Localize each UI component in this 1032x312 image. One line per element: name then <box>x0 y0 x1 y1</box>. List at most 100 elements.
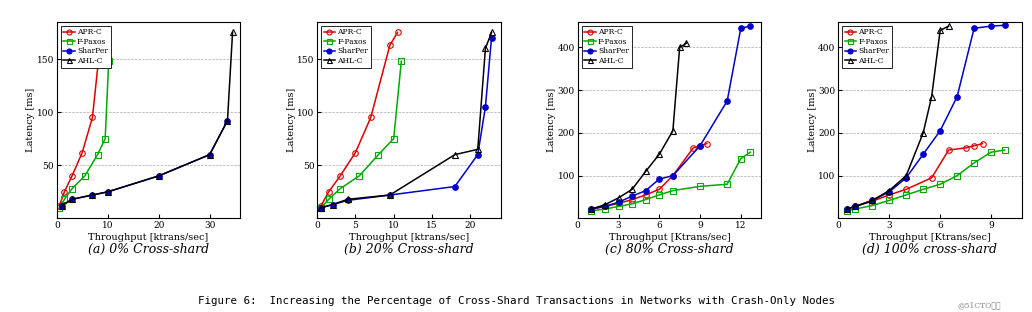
Text: (a) 0% Cross-shard: (a) 0% Cross-shard <box>88 243 209 256</box>
F-Paxos <box>585 209 598 212</box>
F-Paxos <box>92 153 104 157</box>
F-Paxos <box>744 150 756 154</box>
F-Paxos <box>694 184 706 188</box>
AHL-C <box>472 148 484 151</box>
X-axis label: Throughput [ktrans/sec]: Throughput [ktrans/sec] <box>349 233 470 242</box>
SharPer <box>866 198 878 202</box>
APR-C <box>58 190 70 194</box>
APR-C <box>76 151 89 154</box>
SharPer <box>900 176 912 180</box>
AHL-C <box>87 193 99 197</box>
SharPer <box>449 185 461 188</box>
APR-C <box>942 148 955 152</box>
F-Paxos <box>900 193 912 197</box>
AHL-C <box>866 198 878 202</box>
Line: SharPer: SharPer <box>588 23 753 212</box>
APR-C <box>384 43 396 47</box>
AHL-C <box>153 174 165 178</box>
APR-C <box>653 188 666 191</box>
F-Paxos <box>653 193 666 197</box>
Line: APR-C: APR-C <box>57 30 107 208</box>
AHL-C <box>56 204 68 207</box>
Line: APR-C: APR-C <box>844 141 986 212</box>
X-axis label: Throughput [ktrans/sec]: Throughput [ktrans/sec] <box>89 233 208 242</box>
APR-C <box>364 115 377 119</box>
APR-C <box>968 144 980 148</box>
Line: SharPer: SharPer <box>318 35 494 211</box>
F-Paxos <box>78 174 91 178</box>
F-Paxos <box>373 153 385 157</box>
SharPer <box>694 144 706 148</box>
F-Paxos <box>53 206 65 210</box>
F-Paxos <box>950 174 963 178</box>
Legend: APR-C, F-Paxos, SharPer, AHL-C: APR-C, F-Paxos, SharPer, AHL-C <box>321 26 372 68</box>
APR-C <box>87 115 99 119</box>
APR-C <box>585 207 598 211</box>
Text: (d) 100% cross-shard: (d) 100% cross-shard <box>863 243 998 256</box>
AHL-C <box>674 46 686 49</box>
APR-C <box>66 174 78 178</box>
SharPer <box>934 129 946 133</box>
F-Paxos <box>58 197 70 201</box>
Legend: APR-C, F-Paxos, SharPer, AHL-C: APR-C, F-Paxos, SharPer, AHL-C <box>582 26 632 68</box>
F-Paxos <box>721 182 734 186</box>
Line: AHL-C: AHL-C <box>588 41 689 212</box>
F-Paxos <box>934 182 946 186</box>
Line: APR-C: APR-C <box>588 141 710 212</box>
AHL-C <box>934 28 946 32</box>
AHL-C <box>315 206 327 210</box>
SharPer <box>840 207 852 211</box>
AHL-C <box>221 119 233 123</box>
F-Paxos <box>99 137 111 141</box>
Text: (c) 80% Cross-shard: (c) 80% Cross-shard <box>605 243 734 256</box>
Line: F-Paxos: F-Paxos <box>844 147 1007 213</box>
APR-C <box>625 198 638 202</box>
APR-C <box>334 174 347 178</box>
SharPer <box>485 36 497 40</box>
F-Paxos <box>66 187 78 191</box>
F-Paxos <box>387 137 399 141</box>
Line: AHL-C: AHL-C <box>318 30 494 211</box>
F-Paxos <box>735 157 747 160</box>
F-Paxos <box>612 205 624 208</box>
Y-axis label: Latency [ms]: Latency [ms] <box>287 88 296 152</box>
AHL-C <box>680 41 692 45</box>
SharPer <box>640 189 652 193</box>
SharPer <box>735 27 747 30</box>
AHL-C <box>226 31 238 34</box>
Y-axis label: Latency [ms]: Latency [ms] <box>547 88 556 152</box>
APR-C <box>900 188 912 191</box>
SharPer <box>653 177 666 181</box>
Line: F-Paxos: F-Paxos <box>318 58 405 211</box>
X-axis label: Throughput [Ktrans/sec]: Throughput [Ktrans/sec] <box>609 233 731 242</box>
APR-C <box>849 205 862 208</box>
X-axis label: Throughput [Ktrans/sec]: Throughput [Ktrans/sec] <box>869 233 991 242</box>
APR-C <box>391 31 404 34</box>
AHL-C <box>883 189 896 193</box>
Text: Figure 6:  Increasing the Percentage of Cross-Shard Transactions in Networks wit: Figure 6: Increasing the Percentage of C… <box>197 296 835 306</box>
APR-C <box>612 202 624 205</box>
AHL-C <box>599 203 611 207</box>
AHL-C <box>612 196 624 200</box>
SharPer <box>101 190 114 194</box>
SharPer <box>883 190 896 194</box>
AHL-C <box>66 197 78 201</box>
Legend: APR-C, F-Paxos, SharPer, AHL-C: APR-C, F-Paxos, SharPer, AHL-C <box>61 26 110 68</box>
APR-C <box>926 176 938 180</box>
Line: SharPer: SharPer <box>844 22 1007 212</box>
APR-C <box>976 142 989 145</box>
Line: AHL-C: AHL-C <box>844 23 952 212</box>
SharPer <box>326 203 338 207</box>
Legend: APR-C, F-Paxos, SharPer, AHL-C: APR-C, F-Paxos, SharPer, AHL-C <box>842 26 892 68</box>
AHL-C <box>640 169 652 173</box>
APR-C <box>960 146 972 150</box>
F-Paxos <box>599 207 611 211</box>
APR-C <box>840 207 852 211</box>
AHL-C <box>667 129 679 133</box>
F-Paxos <box>315 206 327 210</box>
F-Paxos <box>102 59 115 63</box>
F-Paxos <box>840 209 852 212</box>
APR-C <box>315 204 327 207</box>
SharPer <box>721 99 734 103</box>
SharPer <box>87 193 99 197</box>
